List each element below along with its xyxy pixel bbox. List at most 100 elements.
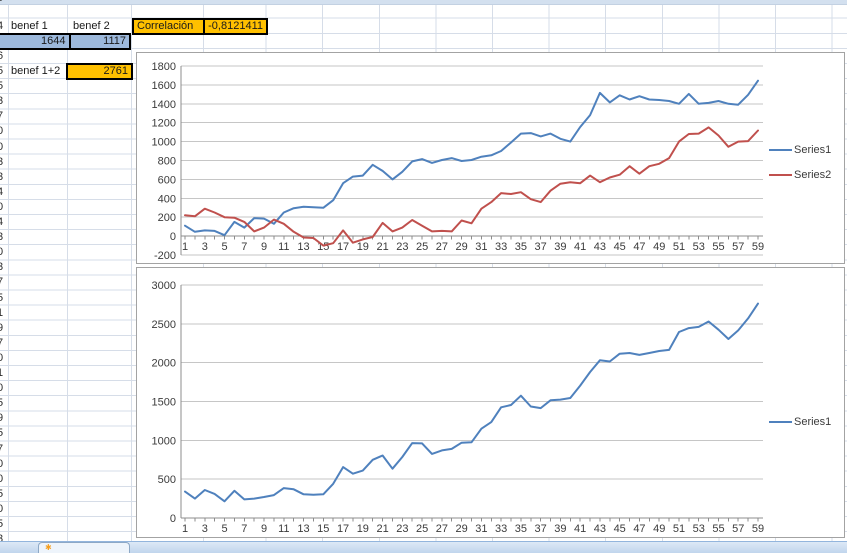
clipped-cell-value: 3 <box>0 261 4 274</box>
svg-text:53: 53 <box>693 241 705 253</box>
clipped-cell-value: 7 <box>0 442 4 455</box>
svg-text:11: 11 <box>278 241 289 253</box>
svg-text:1000: 1000 <box>152 435 176 447</box>
svg-text:13: 13 <box>297 523 309 535</box>
legend-label: Series1 <box>794 143 832 156</box>
legend-line-swatch <box>769 420 792 423</box>
svg-text:400: 400 <box>158 193 176 205</box>
clipped-cell-value: 9 <box>0 412 4 425</box>
grid-line <box>8 0 9 553</box>
clipped-cell-value: 5 <box>0 65 4 77</box>
svg-text:17: 17 <box>337 241 349 253</box>
svg-text:13: 13 <box>297 241 309 253</box>
svg-text:47: 47 <box>633 241 645 253</box>
svg-text:29: 29 <box>455 523 467 535</box>
svg-text:55: 55 <box>712 241 724 253</box>
svg-text:17: 17 <box>337 523 349 535</box>
svg-text:33: 33 <box>495 241 507 253</box>
insert-worksheet-tab[interactable]: ✱ <box>38 542 130 553</box>
svg-text:-200: -200 <box>154 250 176 262</box>
svg-text:49: 49 <box>653 241 665 253</box>
clipped-cell-value: 6 <box>0 49 4 62</box>
svg-text:39: 39 <box>554 241 566 253</box>
cell-benef12-label[interactable]: benef 1+2 <box>11 65 61 77</box>
clipped-cell-value: 5 <box>0 80 4 93</box>
svg-text:41: 41 <box>574 523 586 535</box>
svg-text:19: 19 <box>357 523 369 535</box>
svg-text:9: 9 <box>261 241 267 253</box>
svg-text:41: 41 <box>574 241 586 253</box>
top-edge-strip <box>0 0 847 5</box>
svg-text:55: 55 <box>712 523 724 535</box>
svg-text:0: 0 <box>170 513 176 525</box>
clipped-cell-value: 0 <box>0 246 4 259</box>
cell-benef1-label[interactable]: benef 1 <box>11 19 48 32</box>
svg-text:21: 21 <box>376 523 388 535</box>
clipped-cell-value: 3 <box>0 95 4 108</box>
svg-text:31: 31 <box>475 523 487 535</box>
clipped-cell-value: 4 <box>0 19 4 32</box>
cell-benef2-value[interactable]: 1117 <box>68 35 130 48</box>
svg-text:1500: 1500 <box>152 397 176 409</box>
svg-text:29: 29 <box>455 241 467 253</box>
clipped-cell-value: 1 <box>0 306 4 319</box>
svg-text:43: 43 <box>594 241 606 253</box>
svg-text:1: 1 <box>182 523 188 535</box>
cell-correlation-value[interactable]: -0,8121411 <box>203 18 268 35</box>
bottom-line-chart[interactable]: 0 500 1000 1500 2000 2500 3000 1 3 5 7 9 11 13 15 17 19 2… <box>136 267 845 538</box>
selected-range[interactable]: 1644 1117 <box>0 33 131 50</box>
clipped-cell-value: 3 <box>0 231 4 244</box>
legend-item[interactable]: Series1 <box>769 137 845 162</box>
svg-text:2500: 2500 <box>152 319 176 331</box>
svg-text:57: 57 <box>732 523 744 535</box>
bottom-chart-legend[interactable]: Series1 <box>769 409 845 434</box>
svg-text:53: 53 <box>693 523 705 535</box>
cell-benef1-value[interactable]: 1644 <box>41 35 66 47</box>
svg-text:27: 27 <box>436 241 448 253</box>
clipped-cell-value: 1 <box>0 367 4 379</box>
insert-worksheet-icon: ✱ <box>45 543 52 552</box>
svg-text:21: 21 <box>376 241 388 253</box>
svg-text:2000: 2000 <box>152 358 176 370</box>
cell-correlation-label[interactable]: Correlación <box>132 18 205 35</box>
horizontal-scrollbar[interactable] <box>0 541 847 553</box>
clipped-cell-value: 5 <box>0 518 4 530</box>
clipped-cell-value: 7 <box>0 336 4 349</box>
svg-text:23: 23 <box>396 523 408 535</box>
svg-text:9: 9 <box>261 523 267 535</box>
svg-text:5: 5 <box>221 523 227 535</box>
svg-text:45: 45 <box>614 523 626 535</box>
svg-text:35: 35 <box>515 241 527 253</box>
top-line-chart[interactable]: -200 0 200 400 600 800 1000 1200 1400 1600 1800 1 3 5… <box>136 52 845 264</box>
clipped-cell-value: 3 <box>0 170 4 183</box>
legend-item[interactable]: Series2 <box>769 162 845 187</box>
svg-text:25: 25 <box>416 523 428 535</box>
clipped-cell-value: 0 <box>0 502 4 515</box>
svg-text:500: 500 <box>158 474 176 486</box>
legend-label: Series1 <box>794 415 832 428</box>
svg-text:31: 31 <box>475 241 487 253</box>
svg-text:27: 27 <box>436 523 448 535</box>
clipped-cell-value: 7 <box>0 110 4 123</box>
svg-text:57: 57 <box>732 241 744 253</box>
svg-text:0: 0 <box>170 231 176 243</box>
clipped-cell-value: 5 <box>0 291 4 304</box>
clipped-left-column[interactable]: 5456553700334043037519701059570050530 <box>0 0 8 553</box>
legend-label: Series2 <box>794 168 832 181</box>
svg-text:45: 45 <box>614 241 626 253</box>
top-chart-legend[interactable]: Series1 Series2 <box>769 137 845 187</box>
cell-benef12-value[interactable]: 2761 <box>66 63 133 80</box>
svg-text:1600: 1600 <box>152 80 176 92</box>
clipped-cell-value: 5 <box>0 0 8 6</box>
svg-text:49: 49 <box>653 523 665 535</box>
svg-text:37: 37 <box>535 523 547 535</box>
svg-text:19: 19 <box>357 241 369 253</box>
legend-item[interactable]: Series1 <box>769 409 845 434</box>
cell-benef2-label[interactable]: benef 2 <box>73 19 110 32</box>
svg-text:1000: 1000 <box>152 137 176 149</box>
svg-text:7: 7 <box>241 523 247 535</box>
clipped-cell-value: 0 <box>0 125 4 138</box>
